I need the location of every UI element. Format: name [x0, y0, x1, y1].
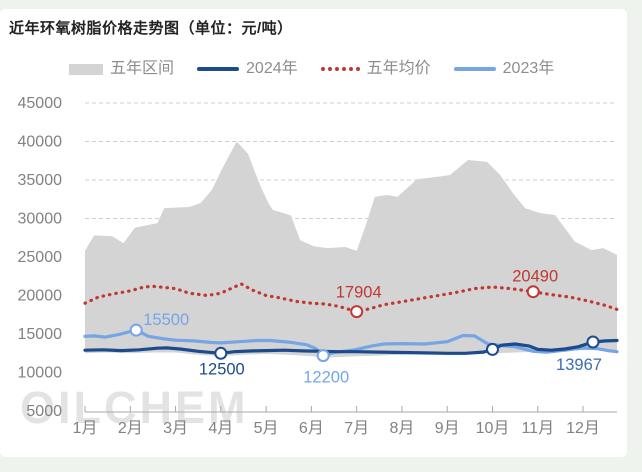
legend-swatch-y2024	[197, 67, 240, 71]
data-label-line-2024: 13967	[556, 356, 602, 374]
legend-dot	[348, 67, 353, 71]
data-label-avg-5y: 17904	[336, 284, 382, 302]
x-axis-label: 8月	[389, 420, 414, 437]
x-axis-label: 9月	[435, 420, 460, 437]
data-label-avg-5y: 20490	[512, 268, 558, 286]
x-axis-label: 3月	[163, 420, 188, 437]
x-axis-label: 4月	[208, 420, 233, 437]
y-axis-label: 5000	[26, 403, 62, 420]
data-marker-avg-5y	[526, 285, 540, 299]
y-axis-label: 10000	[18, 365, 63, 382]
watermark-oilchem: OILCHEM	[20, 382, 249, 433]
legend-dot	[327, 67, 332, 71]
legend-dot	[320, 67, 325, 71]
x-axis-label: 10月	[476, 420, 510, 437]
x-axis-label: 5月	[254, 420, 279, 437]
data-marker-line-2024	[214, 346, 228, 360]
y-axis-label: 30000	[18, 211, 63, 228]
data-marker-line-2024	[486, 342, 499, 356]
chart-title: 近年环氧树脂价格走势图（单位：元/吨）	[9, 20, 293, 37]
avg-5y	[83, 282, 619, 314]
legend-dot	[341, 67, 346, 71]
legend-swatch-range	[69, 63, 103, 75]
x-axis-label: 12月	[566, 420, 600, 437]
legend-label-y2024: 2024年	[246, 60, 298, 77]
x-axis-label: 6月	[299, 420, 324, 437]
data-label-line-2024: 12500	[199, 360, 245, 378]
y-axis-label: 25000	[18, 249, 63, 266]
y-axis-label: 40000	[18, 134, 63, 151]
legend-label-y2023: 2023年	[502, 60, 555, 77]
legend-dot	[334, 67, 339, 71]
legend: 五年区间 2024年 五年均价 2023年	[69, 61, 554, 77]
data-label-line-2023: 12200	[303, 369, 349, 387]
x-axis-label: 7月	[344, 420, 369, 437]
x-axis-label: 1月	[73, 420, 98, 437]
x-axis-label: 11月	[521, 420, 554, 437]
y-axis-label: 45000	[18, 95, 63, 112]
data-label-line-2023: 15500	[143, 311, 189, 329]
data-marker-line-2024	[586, 335, 600, 349]
legend-item-y2024[interactable]: 2024年	[197, 61, 298, 77]
legend-item-avg5y[interactable]: 五年均价	[320, 60, 431, 77]
legend-item-y2023[interactable]: 2023年	[453, 60, 555, 77]
legend-label-avg5y: 五年均价	[366, 60, 431, 77]
y-axis-label: 35000	[18, 172, 63, 189]
legend-label-range: 五年区间	[110, 60, 175, 77]
legend-item-range[interactable]: 五年区间	[69, 61, 174, 77]
legend-dot	[355, 67, 360, 71]
data-marker-avg-5y	[350, 305, 364, 319]
legend-swatch-y2023	[453, 67, 496, 71]
x-axis-label: 2月	[118, 420, 143, 437]
legend-swatch-avg5y	[320, 67, 360, 71]
data-marker-line-2023	[129, 323, 143, 337]
y-axis-label: 15000	[18, 326, 63, 343]
y-axis-label: 20000	[18, 288, 63, 305]
data-marker-line-2023	[316, 349, 330, 363]
line-2024	[83, 338, 619, 355]
band-five-year-range	[85, 141, 617, 358]
